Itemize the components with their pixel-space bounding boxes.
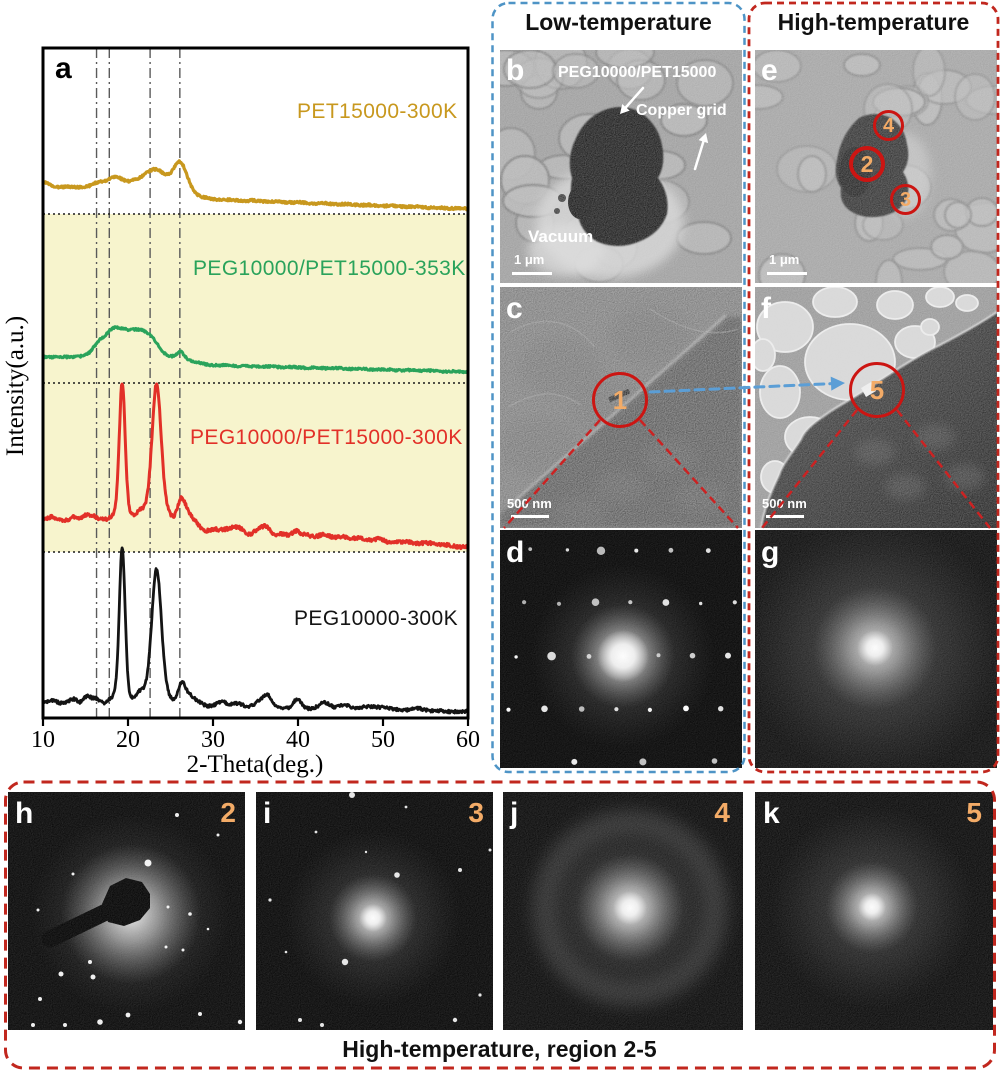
region-2-number: 2	[860, 150, 874, 177]
low-temperature-header: Low-temperature	[525, 9, 712, 35]
curve-label-blend-353k: PEG10000/PET15000-353K	[193, 257, 466, 280]
scalebar-line-e	[767, 272, 807, 275]
region-5-number: 5	[869, 375, 885, 405]
panel-j-letter: j	[510, 797, 519, 830]
x-tick-30: 30	[201, 727, 225, 753]
region-3-circle: 3	[890, 184, 921, 215]
panel-e-letter: e	[761, 54, 778, 87]
panel-b-letter: b	[506, 54, 525, 87]
particle-annotation: PEG10000/PET15000	[558, 64, 717, 81]
panel-h-region-number: 2	[220, 797, 236, 828]
panel-g-letter: g	[761, 536, 780, 569]
region-4-number: 4	[882, 114, 895, 137]
scalebar-label-c: 500 nm	[507, 496, 552, 511]
curve-label-blend-300k: PEG10000/PET15000-300K	[190, 426, 463, 449]
x-tick-10: 10	[31, 727, 55, 753]
panel-j-region-number: 4	[714, 797, 730, 828]
region-1-number: 1	[612, 385, 628, 415]
tem-image-b	[500, 50, 742, 283]
panel-i-region-number: 3	[468, 797, 484, 828]
region-5-circle: 5	[849, 362, 905, 418]
high-temperature-header: High-temperature	[777, 9, 970, 35]
scalebar-label-f: 500 nm	[762, 496, 807, 511]
region-4-circle: 4	[873, 110, 904, 141]
x-tick-40: 40	[286, 727, 310, 753]
x-axis-label: 2-Theta(deg.)	[186, 751, 324, 778]
scalebar-line-b	[512, 272, 552, 275]
diffraction-image-g	[755, 530, 997, 768]
panel-a-letter: a	[55, 52, 72, 85]
vacuum-annotation: Vacuum	[528, 227, 594, 246]
xrd-plot-svg	[41, 46, 470, 726]
bottom-caption: High-temperature, region 2-5	[342, 1036, 657, 1062]
x-tick-50: 50	[371, 727, 395, 753]
curve-label-peg10000-300k: PEG10000-300K	[294, 607, 458, 630]
curve-label-pet15000-300k: PET15000-300K	[297, 100, 458, 123]
panel-k-region-number: 5	[966, 797, 982, 828]
panel-a-xrd: a PET15000-300K PEG10000/PET15000-353K P…	[0, 0, 492, 785]
x-tick-20: 20	[116, 727, 140, 753]
region-1-circle: 1	[592, 372, 648, 428]
panel-d-letter: d	[506, 536, 525, 569]
scalebar-line-f	[766, 515, 804, 518]
region-3-number: 3	[899, 188, 912, 211]
diffraction-image-d	[500, 530, 742, 768]
panel-c-letter: c	[506, 292, 523, 325]
x-tick-60: 60	[456, 727, 480, 753]
scalebar-label-e: 1 μm	[769, 252, 800, 267]
scalebar-line-c	[511, 515, 549, 518]
region-2-circle: 2	[849, 146, 885, 182]
panel-f-letter: f	[761, 292, 771, 325]
y-axis-label: Intensity(a.u.)	[2, 315, 29, 457]
panel-h-letter: h	[15, 797, 34, 830]
panel-k-letter: k	[763, 797, 780, 830]
scalebar-label-b: 1 μm	[514, 252, 545, 267]
copper-grid-annotation: Copper grid	[636, 102, 727, 119]
panel-i-letter: i	[263, 797, 272, 830]
